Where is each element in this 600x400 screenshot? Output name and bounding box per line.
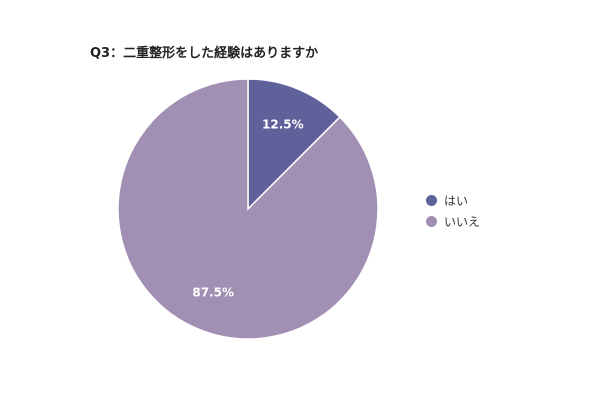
legend-swatch-yes — [426, 195, 437, 206]
pie-label-no: 87.5% — [192, 286, 234, 300]
legend-item-no: いいえ — [426, 211, 480, 232]
legend: はい いいえ — [426, 190, 480, 232]
pie-label-yes: 12.5% — [262, 117, 304, 131]
pie-slice-yes — [247, 78, 341, 211]
pie-labels: 12.5% 87.5% — [192, 117, 303, 299]
legend-label-yes: はい — [444, 194, 469, 208]
legend-swatch-no — [426, 216, 437, 227]
chart-title: Q3：二重整形をした経験はありますか — [90, 46, 319, 61]
legend-item-yes: はい — [426, 190, 480, 211]
legend-label-no: いいえ — [444, 215, 481, 229]
pie-slice-no — [117, 78, 379, 340]
pie-slices — [117, 78, 379, 340]
